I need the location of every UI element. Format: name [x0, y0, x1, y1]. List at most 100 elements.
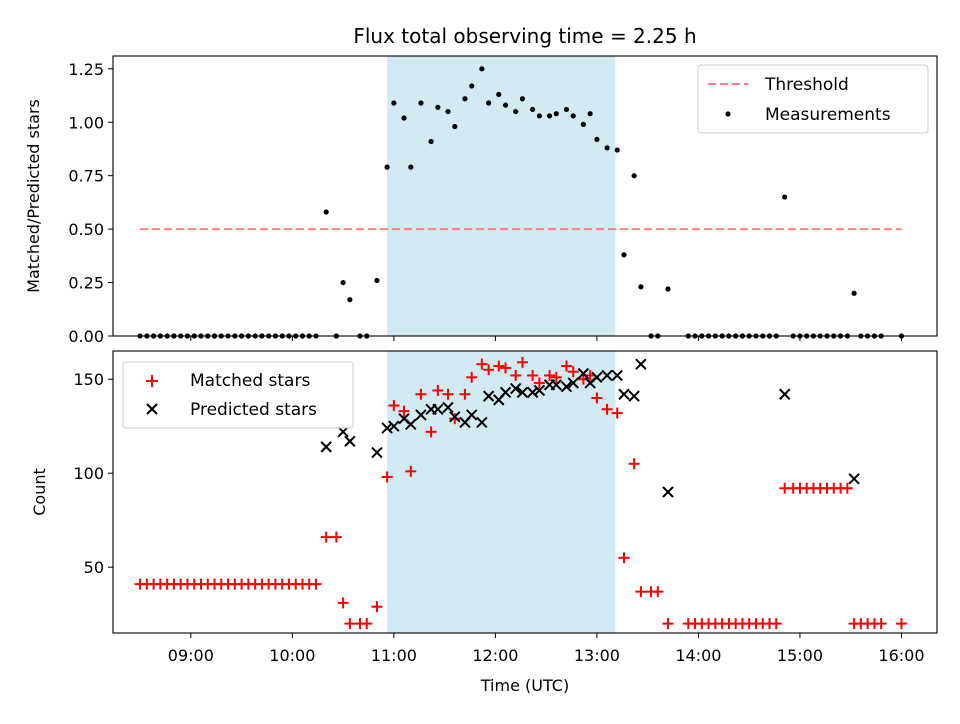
matched-star-point — [405, 465, 417, 477]
predicted-star-point — [442, 401, 454, 414]
legend-matched-label: Matched stars — [190, 371, 310, 391]
chart-title: Flux total observing time = 2.25 h — [353, 24, 696, 48]
predicted-star-point — [635, 358, 647, 370]
predicted-star-point — [628, 390, 640, 402]
matched-stars-points — [134, 356, 907, 630]
matched-star-point — [662, 618, 674, 630]
measurement-point — [323, 209, 329, 215]
measurement-point — [435, 104, 441, 110]
matched-star-point — [398, 405, 410, 417]
matched-star-point — [652, 586, 664, 598]
predicted-star-point — [432, 403, 444, 415]
legend-threshold-label: Threshold — [764, 75, 849, 95]
x-tick-label: 09:00 — [168, 646, 214, 665]
predicted-star-point — [618, 388, 630, 400]
matched-star-point — [591, 392, 603, 404]
top-y-tick-label: 0.75 — [68, 167, 104, 186]
measurement-point — [462, 96, 468, 102]
x-axis-label: Time (UTC) — [480, 676, 569, 695]
measurement-point — [530, 106, 536, 113]
measurement-point — [638, 284, 644, 290]
predicted-star-point — [465, 409, 478, 421]
predicted-star-point — [415, 409, 427, 421]
matched-star-point — [337, 597, 349, 609]
legend-measurements-swatch — [725, 111, 731, 117]
measurement-point — [580, 121, 586, 127]
x-tick-label: 11:00 — [371, 646, 417, 665]
predicted-star-point — [320, 441, 332, 453]
legend-measurements-label: Measurements — [765, 105, 891, 125]
predicted-star-point — [533, 384, 546, 397]
matched-star-point — [344, 618, 356, 630]
predicted-star-point — [779, 388, 791, 400]
matched-star-point — [527, 369, 539, 381]
bottom-panel: 50 100 150 09:00 10:00 11:00 12:00 13:00 14:00 1… — [30, 350, 938, 695]
matched-star-point — [628, 458, 640, 470]
matched-star-point — [841, 482, 853, 494]
predicted-star-point — [601, 369, 613, 382]
measurement-point — [782, 194, 788, 200]
predicted-star-point — [344, 435, 356, 447]
measurement-point — [631, 173, 637, 179]
measurement-point — [502, 102, 509, 108]
predicted-star-point — [567, 377, 579, 389]
measurement-point — [428, 138, 434, 145]
matched-star-point — [875, 618, 887, 630]
legend-predicted-label: Predicted stars — [190, 400, 317, 420]
measurement-point — [553, 111, 559, 117]
predicted-star-point — [591, 371, 603, 384]
matched-star-point — [510, 369, 522, 381]
measurement-point — [563, 106, 570, 113]
measurement-point — [851, 290, 857, 296]
measurement-point — [614, 147, 620, 153]
top-y-axis-label: Matched/Predicted stars — [24, 99, 43, 293]
predicted-star-point — [499, 386, 512, 399]
legend-matched-swatch — [146, 375, 158, 387]
top-x-ticks — [190, 336, 902, 341]
matched-star-point — [381, 471, 393, 483]
predicted-star-point — [577, 367, 590, 380]
matched-star-point — [483, 364, 495, 376]
bottom-legend-box — [122, 361, 354, 429]
bottom-y-tick-label: 100 — [73, 464, 104, 483]
top-panel: 0.00 0.25 0.50 0.75 1.00 1.25 Matched/Predict… — [24, 55, 938, 346]
matched-star-point — [895, 618, 907, 630]
measurement-point — [519, 96, 526, 102]
matched-star-point — [432, 384, 444, 396]
matched-star-point — [466, 371, 478, 383]
measurement-point — [587, 111, 593, 117]
measurement-point — [486, 100, 492, 106]
measurement-points — [137, 66, 905, 339]
matched-star-point — [310, 578, 322, 590]
matched-star-point — [544, 369, 556, 381]
top-legend-box — [697, 64, 929, 134]
top-y-tick-label: 1.25 — [68, 60, 104, 79]
matched-star-point — [459, 388, 471, 400]
measurement-point — [340, 279, 346, 286]
measurement-point — [347, 297, 353, 303]
bottom-y-ticks: 50 100 150 — [73, 370, 113, 577]
x-tick-label: 12:00 — [472, 646, 518, 665]
measurement-point — [536, 113, 542, 119]
measurement-point — [469, 83, 475, 89]
top-y-tick-label: 0.50 — [68, 220, 104, 239]
predicted-star-point — [449, 411, 461, 423]
measurement-point — [479, 66, 485, 72]
measurement-point — [621, 252, 627, 258]
matched-star-point — [415, 388, 427, 400]
measurement-point — [445, 108, 451, 115]
matched-star-point — [550, 371, 562, 383]
matched-star-point — [361, 618, 373, 630]
measurement-point — [496, 91, 502, 98]
predicted-star-point — [611, 369, 623, 382]
measurement-point — [408, 164, 414, 170]
observing-window-span — [387, 56, 616, 336]
matched-star-point — [320, 531, 332, 543]
predicted-star-point — [482, 390, 495, 402]
matched-star-point — [388, 400, 400, 412]
predicted-star-point — [476, 416, 488, 429]
measurement-point — [452, 123, 458, 130]
matched-star-point — [493, 360, 505, 372]
matched-star-point — [618, 552, 630, 564]
